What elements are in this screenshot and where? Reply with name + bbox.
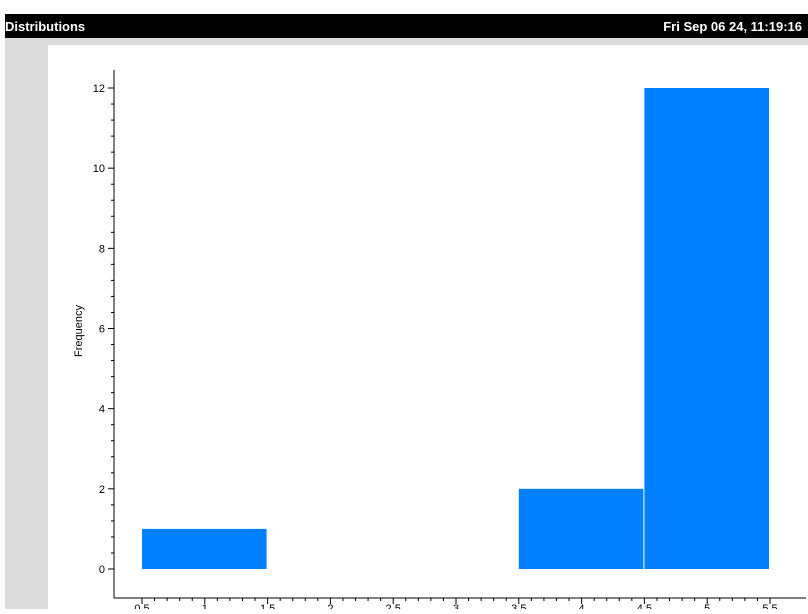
y-tick-label: 12 xyxy=(93,83,105,95)
bars xyxy=(142,88,769,569)
x-tick-label: 1 xyxy=(202,603,208,609)
window-title: Distributions xyxy=(5,18,86,34)
window-header: Distributions Fri Sep 06 24, 11:19:16 xyxy=(0,0,808,38)
left-margin xyxy=(5,38,48,609)
top-margin xyxy=(5,38,808,45)
x-tick-label: 3.5 xyxy=(511,603,526,609)
chart-area: 0 2 4 6 8 10 12 0.5 1 1.5 2 2.5 3 3.5 4 4.5 5 5.5 Frequen… xyxy=(48,45,808,614)
x-tick-label: 2.5 xyxy=(386,603,401,609)
y-axis-label: Frequency xyxy=(73,305,85,357)
y-tick-label: 4 xyxy=(99,404,105,416)
histogram-bar xyxy=(518,488,644,569)
x-tick-label: 1.5 xyxy=(260,603,275,609)
histogram-bar xyxy=(142,528,267,569)
x-tick-label: 2 xyxy=(327,603,333,609)
x-tick-label: 5.5 xyxy=(762,603,777,609)
title-bar: Distributions Fri Sep 06 24, 11:19:16 xyxy=(5,14,808,38)
y-tick-label: 2 xyxy=(99,484,105,496)
histogram-chart: 0 2 4 6 8 10 12 0.5 1 1.5 2 2.5 3 3.5 4 4.5 5 5.5 Frequen… xyxy=(73,70,806,614)
x-tick-label: 5 xyxy=(704,603,710,609)
histogram-bar xyxy=(644,88,769,569)
x-tick-label: 4.5 xyxy=(637,603,652,609)
y-tick-label: 10 xyxy=(93,163,105,175)
x-tick-label: 0.5 xyxy=(134,603,149,609)
y-tick-label: 0 xyxy=(99,564,105,576)
timestamp: Fri Sep 06 24, 11:19:16 xyxy=(663,18,802,34)
y-tick-label: 8 xyxy=(99,243,105,255)
x-tick-label: 4 xyxy=(579,603,585,609)
y-tick-label: 6 xyxy=(99,324,105,336)
x-tick-label: 3 xyxy=(453,603,459,609)
